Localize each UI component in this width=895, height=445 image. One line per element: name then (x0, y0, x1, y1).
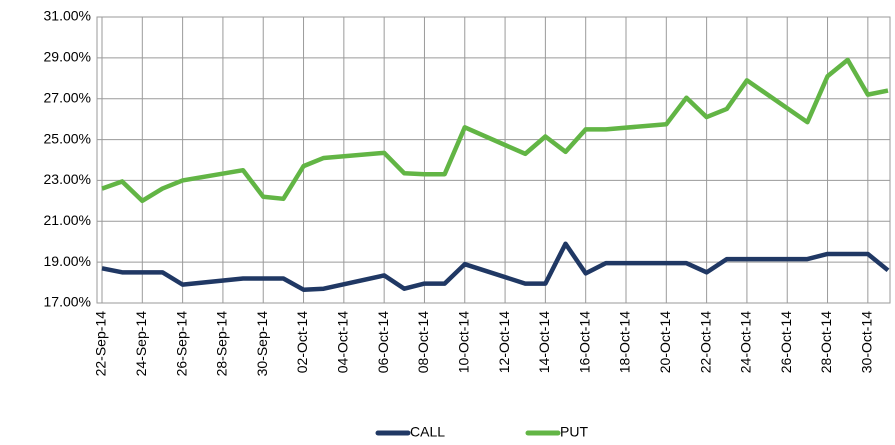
x-tick-label: 14-Oct-14 (536, 311, 552, 373)
x-tick-label: 30-Sep-14 (254, 311, 270, 377)
line (101, 57, 889, 204)
y-tick-label: 23.00% (44, 171, 91, 187)
x-tick-label: 20-Oct-14 (657, 311, 673, 373)
x-tick-label: 12-Oct-14 (496, 311, 512, 373)
x-tick-label: 18-Oct-14 (617, 311, 633, 373)
x-tick-label: 08-Oct-14 (415, 311, 431, 373)
plot-border (96, 16, 891, 304)
x-tick-label: 02-Oct-14 (294, 311, 310, 373)
x-tick-label: 24-Oct-14 (738, 311, 754, 373)
x-tick-label: 04-Oct-14 (335, 311, 351, 373)
y-tick-label: 21.00% (44, 212, 91, 228)
x-tick-label: 24-Sep-14 (133, 311, 149, 377)
x-tick-label: 28-Sep-14 (214, 311, 230, 377)
legend: CALL PUT (375, 424, 588, 440)
x-tick-label: 10-Oct-14 (455, 311, 471, 373)
x-tick-label: 28-Oct-14 (818, 311, 834, 373)
x-tick-label: 26-Sep-14 (173, 311, 189, 377)
y-tick-label: 19.00% (44, 253, 91, 269)
x-tick-label: 30-Oct-14 (859, 311, 875, 373)
y-tick-label: 29.00% (44, 49, 91, 65)
x-tick-label: 26-Oct-14 (778, 311, 794, 373)
x-tick-label: 22-Oct-14 (697, 311, 713, 373)
line (101, 241, 890, 292)
legend-label: PUT (560, 424, 588, 440)
y-tick-label: 17.00% (44, 294, 91, 310)
x-tick-label: 16-Oct-14 (576, 311, 592, 373)
legend-label: CALL (410, 424, 445, 440)
y-tick-label: 31.00% (44, 8, 91, 24)
y-tick-label: 25.00% (44, 130, 91, 146)
x-tick-label: 06-Oct-14 (375, 311, 391, 373)
y-tick-label: 27.00% (44, 89, 91, 105)
x-tick-label: 22-Sep-14 (93, 311, 109, 377)
